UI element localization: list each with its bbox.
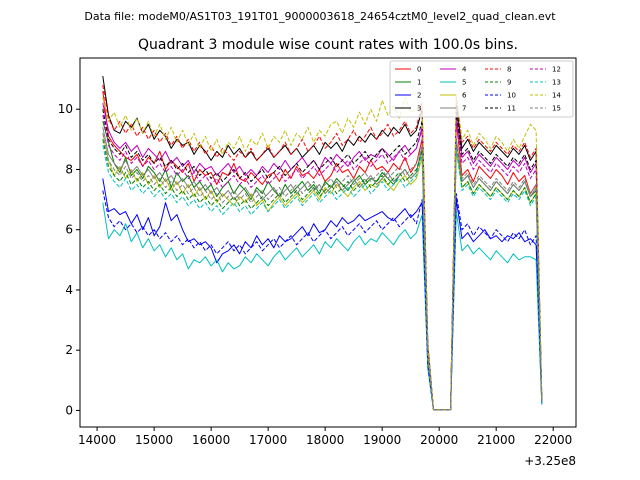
series-layer	[102, 76, 543, 411]
legend-label-6: 6	[462, 92, 467, 100]
x-tick-label: 18000	[306, 433, 344, 447]
series-line-4	[102, 103, 543, 411]
legend-label-4: 4	[462, 66, 467, 74]
y-tick-label: 0	[65, 403, 73, 417]
series-line-11	[102, 109, 543, 411]
series-line-3	[102, 76, 543, 411]
legend-label-10: 10	[507, 92, 516, 100]
series-line-15	[102, 133, 543, 411]
legend-label-3: 3	[417, 105, 421, 113]
series-line-9	[102, 139, 543, 411]
series-line-13	[102, 145, 543, 411]
legend-label-13: 13	[552, 79, 561, 87]
chart-title: Quadrant 3 module wise count rates with …	[138, 37, 518, 53]
legend-label-9: 9	[507, 79, 511, 87]
x-tick-label: 20000	[420, 433, 458, 447]
series-line-8	[102, 85, 543, 411]
x-tick-label: 22000	[534, 433, 572, 447]
y-tick-label: 6	[65, 223, 73, 237]
legend-label-8: 8	[507, 66, 511, 74]
figure-suptitle: Data file: modeM0/AS1T03_191T01_90000036…	[84, 10, 556, 23]
y-tick-label: 8	[65, 162, 73, 176]
y-tick-label: 10	[58, 102, 73, 116]
legend-label-7: 7	[462, 105, 466, 113]
series-line-14	[102, 93, 543, 411]
x-offset-label: +3.25e8	[524, 454, 576, 468]
x-tick-label: 15000	[135, 433, 173, 447]
legend-label-2: 2	[417, 92, 421, 100]
legend-label-12: 12	[552, 66, 561, 74]
series-line-2	[102, 178, 543, 411]
legend-label-1: 1	[417, 79, 421, 87]
legend-label-15: 15	[552, 105, 561, 113]
legend-label-14: 14	[552, 92, 561, 100]
x-tick-label: 16000	[192, 433, 230, 447]
legend-box	[389, 60, 574, 118]
x-tick-label: 21000	[477, 433, 515, 447]
series-line-12	[102, 115, 543, 411]
legend-label-11: 11	[507, 105, 516, 113]
series-line-5	[102, 202, 543, 411]
plot-frame	[79, 57, 577, 428]
y-tick-label: 2	[65, 343, 73, 357]
y-tick-label: 4	[65, 283, 73, 297]
axes-layer: 14000 15000 16000 17000 18000 19000 20000 21000…	[58, 102, 573, 447]
x-tick-label: 19000	[363, 433, 401, 447]
series-line-0	[102, 91, 543, 411]
series-line-10	[102, 190, 543, 411]
legend-label-5: 5	[462, 79, 466, 87]
x-tick-label: 17000	[249, 433, 287, 447]
legend-label-0: 0	[417, 66, 421, 74]
series-line-7	[102, 127, 543, 411]
x-tick-label: 14000	[78, 433, 116, 447]
